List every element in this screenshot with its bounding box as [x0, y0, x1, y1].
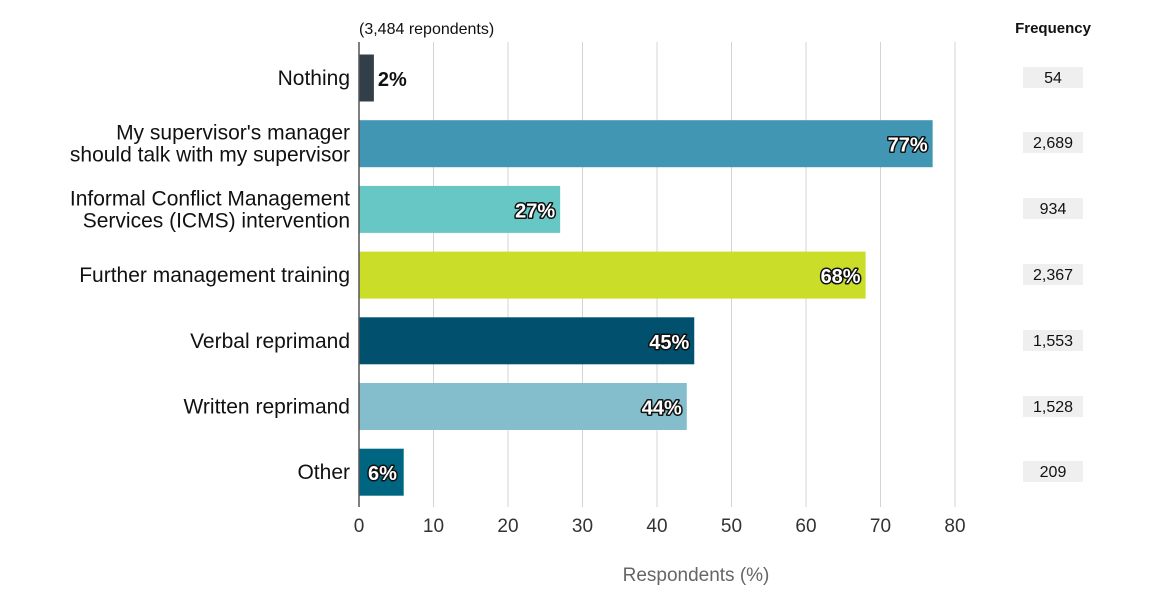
bar [359, 448, 404, 496]
frequency-box [1023, 461, 1083, 482]
x-tick-label: 10 [423, 516, 444, 537]
data-label: 77% [888, 135, 928, 157]
bar [359, 185, 561, 233]
x-tick-label: 30 [572, 516, 593, 537]
x-tick-label: 70 [870, 516, 891, 537]
frequency-box [1023, 132, 1083, 153]
bars [359, 54, 933, 496]
x-tick-label: 0 [354, 516, 365, 537]
frequency-box [1023, 330, 1083, 351]
frequency-value: 1,553 [1033, 333, 1073, 350]
frequency-value: 209 [1040, 464, 1067, 481]
bar [359, 383, 687, 430]
x-axis-title: Respondents (%) [623, 565, 770, 586]
bar [359, 251, 866, 299]
frequency-value: 54 [1044, 70, 1062, 87]
data-label: 27% [515, 200, 555, 222]
frequency-value: 1,528 [1033, 399, 1073, 416]
data-label: 68% [821, 266, 861, 288]
bar [359, 54, 374, 102]
x-tick-labels: 0 10 20 30 40 50 60 70 80 [354, 516, 966, 537]
x-tick-label: 80 [944, 516, 965, 537]
data-label: 2% [378, 69, 407, 91]
data-label: 6% [368, 463, 397, 485]
chart-subtitle: (3,484 repondents) [359, 21, 494, 38]
frequency-box [1023, 67, 1083, 88]
bar [359, 317, 695, 365]
category-label: Other [297, 461, 350, 484]
frequency-box [1023, 264, 1083, 285]
category-label: Further management training [79, 264, 350, 287]
frequency-box [1023, 198, 1083, 219]
data-label: 45% [649, 332, 689, 354]
value-labels: 2% 77% 27% 68% 45% 44% 6% [367, 69, 930, 487]
x-tick-label: 40 [646, 516, 667, 537]
bar [359, 120, 933, 168]
x-tick-label: 60 [795, 516, 816, 537]
category-label: Verbal reprimand [190, 330, 350, 353]
x-tick-label: 50 [721, 516, 742, 537]
frequency-box [1023, 396, 1083, 417]
frequency-value: 2,367 [1033, 267, 1073, 284]
category-labels: Nothing My supervisor's manager should tal… [70, 67, 350, 484]
frequency-column: 54 2,689 934 2,367 1,553 1,528 209 [1023, 67, 1083, 482]
frequency-header: Frequency [1015, 20, 1092, 37]
category-label: Informal Conflict Management Services (IC… [70, 187, 350, 232]
category-label: Written reprimand [183, 396, 350, 419]
data-label: 44% [642, 398, 682, 420]
category-label: My supervisor's manager should talk with … [70, 122, 350, 167]
x-tick-label: 20 [497, 516, 518, 537]
frequency-value: 934 [1040, 201, 1067, 218]
category-label: Nothing [278, 67, 350, 90]
frequency-value: 2,689 [1033, 135, 1073, 152]
